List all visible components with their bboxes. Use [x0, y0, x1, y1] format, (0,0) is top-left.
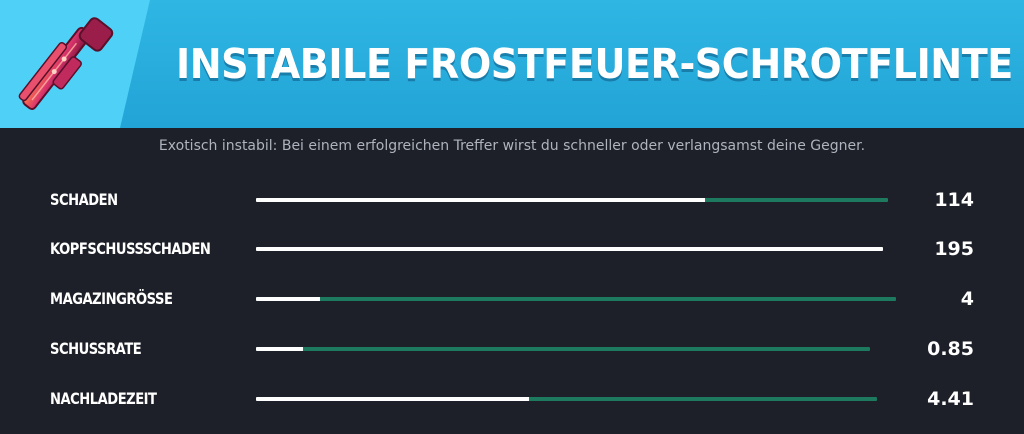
stat-value: 4.41: [927, 388, 974, 410]
stat-label: NACHLADEZEIT: [50, 389, 157, 408]
stat-bar-fill: [256, 297, 320, 301]
stat-row-nachladezeit: NACHLADEZEIT 4.41: [0, 384, 1024, 414]
stat-label: SCHADEN: [50, 190, 118, 209]
stat-bar: [256, 198, 888, 202]
stat-row-kopfschussschaden: KOPFSCHUSSSCHADEN 195: [0, 234, 1024, 264]
stat-label: SCHUSSRATE: [50, 339, 142, 358]
stat-value: 4: [960, 288, 974, 310]
stat-row-schussrate: SCHUSSRATE 0.85: [0, 334, 1024, 364]
stat-value: 195: [934, 238, 974, 260]
weapon-title: INSTABILE FROSTFEUER-SCHROTFLINTE: [176, 40, 1013, 88]
weapon-header: INSTABILE FROSTFEUER-SCHROTFLINTE: [0, 0, 1024, 128]
stat-row-schaden: SCHADEN 114: [0, 185, 1024, 215]
stat-bar-fill: [256, 397, 530, 401]
stat-bar-fill: [256, 198, 705, 202]
stat-label: MAGAZINGRÖSSE: [50, 289, 173, 308]
stat-bar: [256, 397, 877, 401]
stat-label: KOPFSCHUSSSCHADEN: [50, 239, 211, 258]
stat-row-magazingroesse: MAGAZINGRÖSSE 4: [0, 284, 1024, 314]
stat-bar: [256, 297, 896, 301]
shotgun-icon: [18, 17, 114, 110]
stat-bar: [256, 347, 870, 351]
stat-value: 0.85: [927, 338, 974, 360]
weapon-description: Exotisch instabil: Bei einem erfolgreich…: [158, 138, 866, 154]
stat-bar: [256, 247, 883, 251]
stat-value: 114: [934, 189, 974, 211]
stat-bar-fill: [256, 247, 883, 251]
stat-bar-fill: [256, 347, 304, 351]
